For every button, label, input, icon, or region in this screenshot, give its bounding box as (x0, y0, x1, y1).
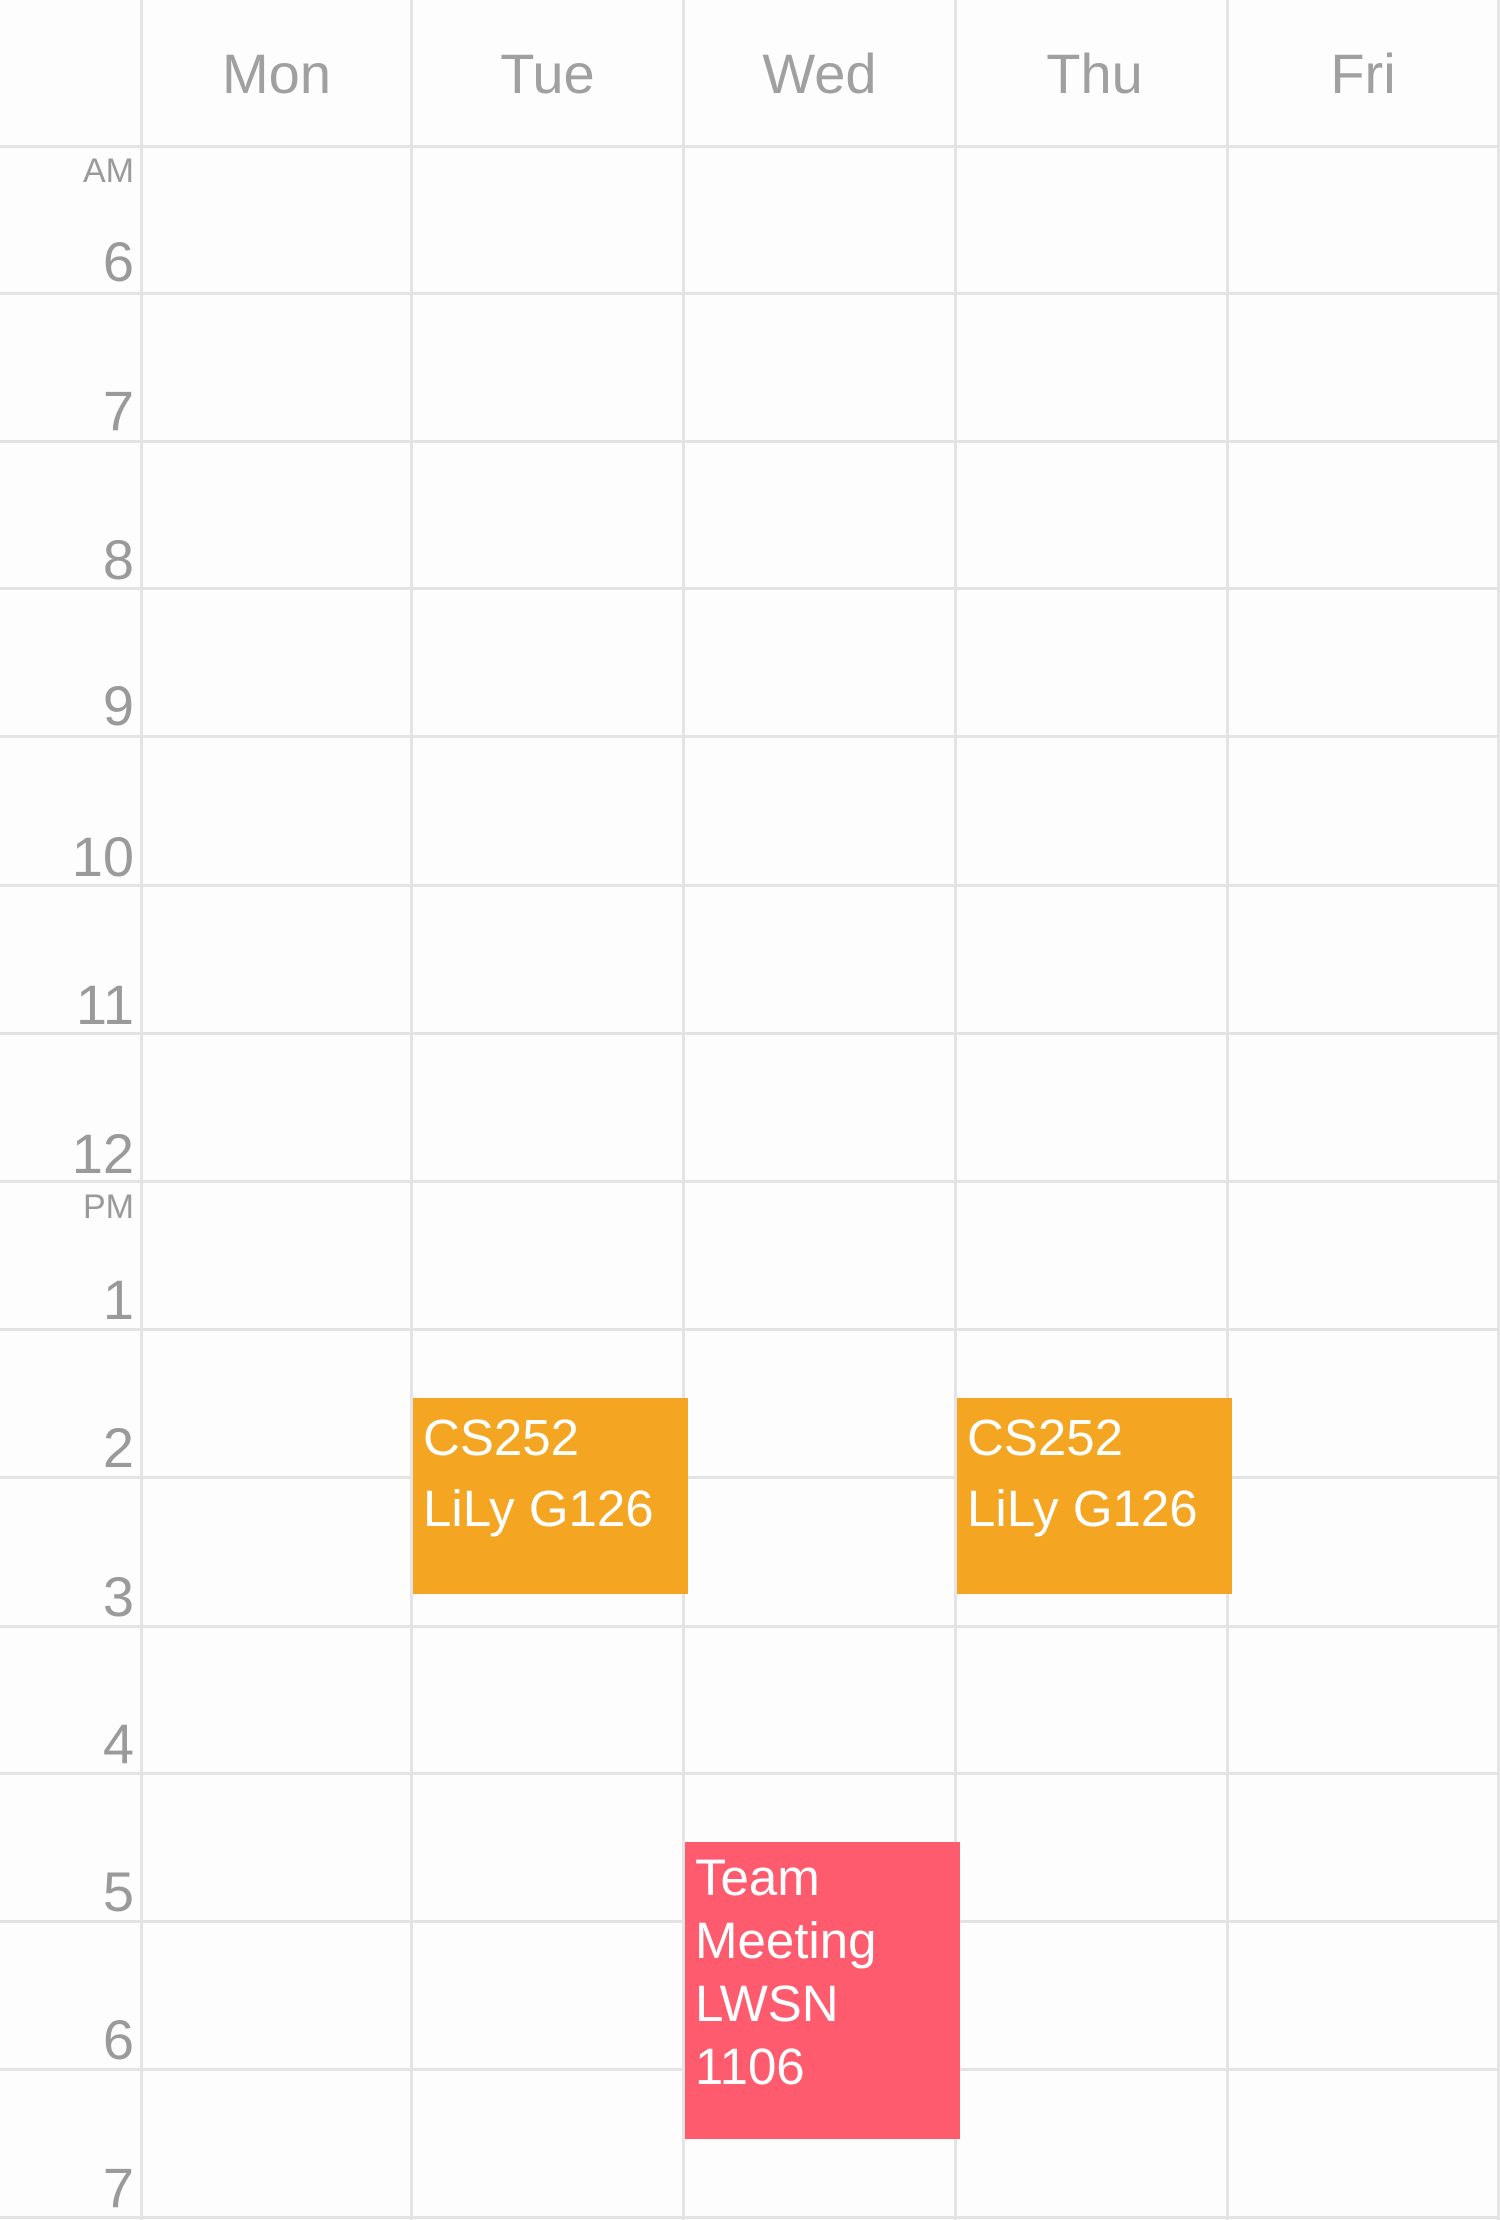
event-title-line: Meeting (695, 1912, 877, 1969)
pm-label: PM (83, 1188, 134, 1226)
day-header-fri[interactable]: Fri (1330, 42, 1396, 105)
grid-line (0, 145, 1500, 148)
grid-line (954, 0, 957, 2220)
hour-label: 6 (102, 2008, 134, 2071)
grid-line (0, 587, 1500, 590)
grid-line (682, 0, 685, 2220)
event-cs252-tue[interactable]: CS252 LiLy G126 (413, 1398, 688, 1594)
hour-label: 2 (102, 1416, 134, 1479)
hour-label: 10 (71, 825, 134, 888)
header-corner (0, 0, 140, 147)
grid-line (0, 440, 1500, 443)
grid-line (0, 884, 1500, 887)
grid-line (0, 292, 1500, 295)
grid-line (140, 0, 143, 2220)
grid-line (0, 1328, 1500, 1331)
grid-line (0, 735, 1500, 738)
am-label: AM (83, 152, 134, 190)
hour-label: 7 (102, 2156, 134, 2219)
day-header-wed[interactable]: Wed (762, 42, 877, 105)
day-header-tue[interactable]: Tue (500, 42, 595, 105)
grid-line (410, 0, 413, 2220)
hour-label: 11 (75, 973, 134, 1036)
event-location: LiLy G126 (423, 1480, 654, 1537)
hour-label: 1 (102, 1268, 134, 1331)
day-header-thu[interactable]: Thu (1046, 42, 1143, 105)
hour-label: 3 (102, 1565, 134, 1628)
grid-line (1497, 0, 1500, 2220)
event-title-line: Team (695, 1849, 820, 1906)
grid-line (0, 1625, 1500, 1628)
event-location-line: LWSN (695, 1975, 839, 2032)
grid-line (0, 1772, 1500, 1775)
grid-line (0, 1180, 1500, 1183)
event-team-meeting-wed[interactable]: Team Meeting LWSN 1106 (685, 1842, 960, 2139)
event-cs252-thu[interactable]: CS252 LiLy G126 (957, 1398, 1232, 1594)
hour-label: 7 (102, 379, 134, 442)
event-title: CS252 (967, 1409, 1123, 1466)
grid-line (0, 2216, 1500, 2219)
event-location-line: 1106 (695, 2038, 805, 2095)
hour-label: 6 (102, 230, 134, 293)
day-header-mon[interactable]: Mon (222, 42, 331, 105)
hour-label: 4 (102, 1712, 134, 1775)
grid-line (0, 1032, 1500, 1035)
hour-label: 12 (71, 1122, 134, 1185)
event-title: CS252 (423, 1409, 579, 1466)
grid-line (0, 1476, 1500, 1479)
grid-line (1226, 0, 1229, 2220)
day-header-row: Mon Tue Wed Thu Fri (0, 0, 1500, 147)
event-location: LiLy G126 (967, 1480, 1198, 1537)
hour-label: 5 (102, 1860, 134, 1923)
hour-label: 8 (102, 528, 134, 591)
hour-label: 9 (102, 674, 134, 737)
